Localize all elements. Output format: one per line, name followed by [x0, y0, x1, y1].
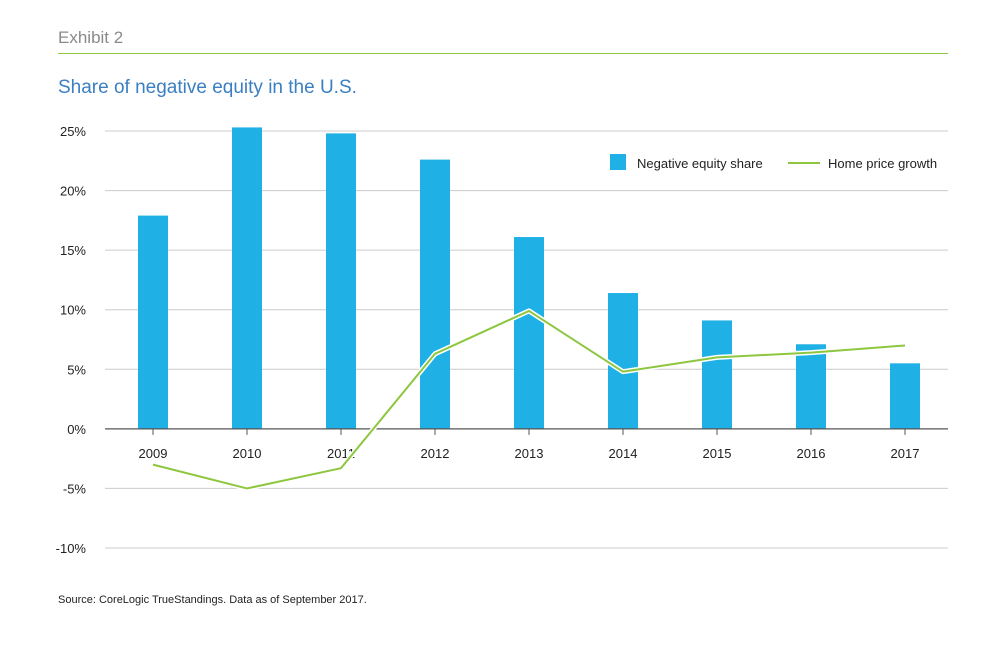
- y-tick-label: 5%: [67, 362, 86, 377]
- legend-swatch-negative-equity: [610, 154, 626, 170]
- bar-2013: [514, 237, 544, 429]
- bar-2009: [138, 215, 168, 429]
- chart-title: Share of negative equity in the U.S.: [58, 77, 357, 98]
- x-tick-label-2016: 2016: [797, 446, 826, 461]
- y-tick-label: 10%: [60, 303, 86, 318]
- y-tick-label: 25%: [60, 124, 86, 139]
- legend: Negative equity share Home price growth: [610, 154, 937, 171]
- bar-2010: [232, 127, 262, 429]
- bar-2012: [420, 159, 450, 429]
- bar-2017: [890, 363, 920, 429]
- y-tick-label: 15%: [60, 243, 86, 258]
- chart-canvas: 25%20%15%10%5%0%-5%-10% 2009 2010 2011 2012…: [56, 124, 948, 556]
- y-tick-label: 0%: [67, 422, 86, 437]
- y-tick-label: 20%: [60, 184, 86, 199]
- bar-2011: [326, 133, 356, 429]
- y-axis-ticks: 25% 20% 15% 10% 5% 0% -5% -10%: [56, 124, 87, 556]
- x-tick-label-2010: 2010: [233, 446, 262, 461]
- legend-label-home-price: Home price growth: [828, 156, 937, 171]
- exhibit-label: Exhibit 2: [58, 28, 124, 47]
- y-tick-label: -10%: [56, 541, 87, 556]
- source-note: Source: CoreLogic TrueStandings. Data as…: [58, 594, 367, 606]
- y-tick-label: -5%: [63, 481, 87, 496]
- x-tick-label-2009: 2009: [139, 446, 168, 461]
- line-series: [152, 308, 906, 491]
- x-tick-label-2012: 2012: [421, 446, 450, 461]
- bar-2016: [796, 344, 826, 429]
- x-tick-label-2015: 2015: [703, 446, 732, 461]
- x-axis-ticks: 2009 2010 2011 2012 2013 2014 2015 2016 2017: [139, 428, 920, 461]
- x-tick-label-2014: 2014: [609, 446, 638, 461]
- bar-2015: [702, 320, 732, 429]
- legend-label-negative-equity: Negative equity share: [637, 156, 763, 171]
- x-tick-label-2017: 2017: [891, 446, 920, 461]
- header-divider: [58, 53, 948, 54]
- x-tick-label-2013: 2013: [515, 446, 544, 461]
- bar-2014: [608, 293, 638, 429]
- bar-series: [138, 127, 920, 429]
